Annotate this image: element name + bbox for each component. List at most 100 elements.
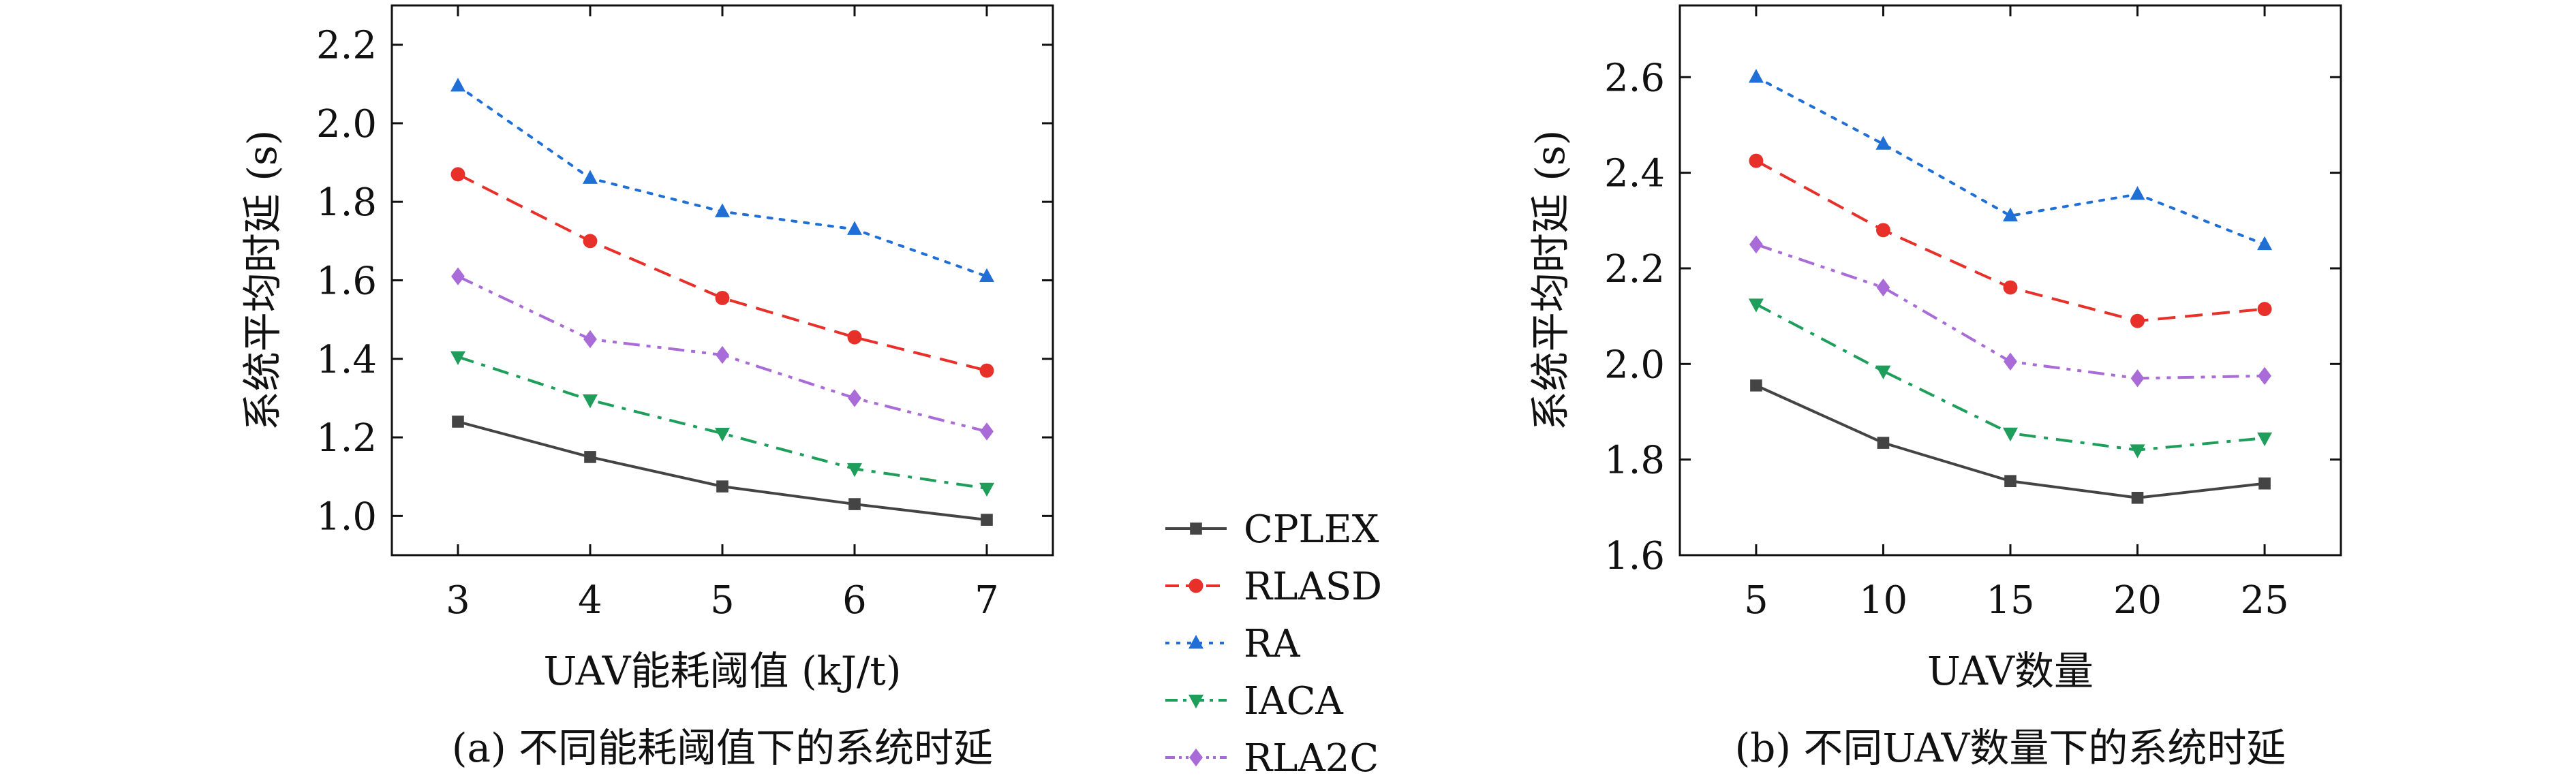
x-tick-label: 4 — [578, 578, 602, 623]
data-point-rla2c — [1876, 278, 1890, 297]
data-point-rla2c — [2258, 366, 2271, 386]
data-point-ra — [715, 203, 730, 217]
y-tick-label: 1.2 — [316, 416, 377, 460]
y-tick-label: 1.8 — [1604, 439, 1665, 483]
data-point-rlasd — [847, 330, 862, 345]
data-point-iaca — [450, 351, 465, 366]
y-tick-label: 2.2 — [1604, 247, 1665, 292]
legend-marker — [1190, 522, 1202, 535]
data-point-ra — [583, 170, 598, 184]
series-line-ra — [457, 84, 988, 278]
data-point-cplex — [2004, 475, 2017, 488]
legend: CPLEX RLASD RA IACA RLA2C — [1165, 507, 1382, 781]
y-tick-label: 2.0 — [316, 102, 377, 146]
data-point-ra — [1748, 69, 1764, 83]
data-point-cplex — [584, 451, 596, 463]
panel-caption: (a) 不同能耗阈值下的系统时延 — [452, 725, 993, 771]
data-point-rla2c — [848, 389, 861, 407]
legend-marker — [1189, 634, 1203, 649]
data-point-ra — [1875, 136, 1891, 150]
series-rla2c — [451, 267, 994, 441]
x-tick-label: 5 — [1744, 578, 1768, 623]
legend-item-iaca: IACA — [1165, 679, 1343, 723]
y-tick-label: 2.0 — [1604, 343, 1665, 387]
data-point-iaca — [583, 394, 598, 409]
series-rla2c — [1749, 235, 2271, 388]
legend-label: RLASD — [1244, 565, 1382, 609]
x-tick-label: 10 — [1859, 578, 1907, 623]
series-rlasd — [1749, 153, 2272, 328]
y-axis-label: 系统平均时延 (s) — [1527, 130, 1574, 431]
legend-label: RLA2C — [1244, 736, 1379, 781]
data-point-cplex — [848, 498, 861, 510]
data-point-ra — [2257, 236, 2273, 251]
data-point-ra — [979, 268, 994, 282]
series-line-rlasd — [1755, 159, 2265, 323]
panel-caption: (b) 不同UAV数量下的系统时延 — [1735, 725, 2286, 771]
y-tick-label: 1.4 — [316, 338, 377, 382]
data-point-rlasd — [979, 363, 994, 378]
data-point-iaca — [2003, 427, 2018, 442]
series-line-iaca — [457, 356, 987, 490]
data-point-iaca — [2130, 444, 2145, 458]
series-iaca — [450, 351, 994, 497]
data-point-rlasd — [2130, 313, 2145, 328]
legend-item-rla2c: RLA2C — [1165, 736, 1379, 781]
data-point-iaca — [1875, 365, 1891, 379]
series-iaca — [1748, 298, 2273, 458]
data-point-rla2c — [1749, 235, 1763, 254]
legend-item-rlasd: RLASD — [1165, 565, 1382, 609]
data-point-rlasd — [2257, 302, 2272, 317]
data-point-rla2c — [451, 267, 465, 285]
data-point-rlasd — [715, 290, 730, 305]
data-point-rlasd — [583, 234, 598, 249]
data-point-rlasd — [1876, 223, 1890, 238]
data-point-rla2c — [2130, 369, 2145, 388]
legend-label: RA — [1244, 622, 1300, 666]
series-cplex — [452, 416, 993, 526]
data-point-cplex — [1877, 437, 1890, 449]
data-point-iaca — [979, 482, 994, 497]
chart-panel-b: 1.6 1.8 2.0 2.2 2.4 2.6 5 10 15 20 25 UAV数量 系统平均时延 (… — [1527, 4, 2342, 771]
data-point-cplex — [452, 416, 464, 428]
legend-label: CPLEX — [1244, 507, 1379, 552]
data-point-rlasd — [1749, 153, 1764, 168]
x-tick-label: 15 — [1986, 578, 2034, 623]
legend-marker — [1189, 748, 1203, 767]
data-point-cplex — [1750, 379, 1762, 392]
x-axis-label: UAV能耗阈值 (kJ/t) — [544, 648, 902, 694]
data-point-iaca — [1748, 298, 1764, 313]
y-tick-label: 2.2 — [316, 24, 377, 68]
x-tick-label: 6 — [842, 578, 867, 623]
data-point-ra — [2130, 186, 2145, 200]
data-point-ra — [847, 221, 862, 235]
data-point-cplex — [716, 480, 729, 492]
y-tick-label: 1.6 — [316, 260, 377, 304]
data-point-rlasd — [2003, 280, 2018, 295]
series-ra — [450, 78, 994, 282]
series-cplex — [1750, 379, 2271, 504]
data-point-iaca — [715, 428, 730, 442]
data-point-rla2c — [2004, 352, 2017, 371]
y-axis-label: 系统平均时延 (s) — [239, 130, 286, 431]
data-point-ra — [2003, 207, 2018, 222]
x-tick-label: 5 — [710, 578, 735, 623]
data-point-iaca — [847, 463, 862, 478]
x-tick-label: 25 — [2240, 578, 2288, 623]
data-point-cplex — [2131, 491, 2144, 504]
y-tick-label: 1.6 — [1604, 534, 1665, 578]
y-tick-label: 2.6 — [1604, 56, 1665, 100]
x-tick-label: 3 — [446, 578, 470, 623]
legend-label: IACA — [1244, 679, 1343, 723]
legend-item-ra: RA — [1165, 622, 1300, 666]
y-tick-label: 1.8 — [316, 181, 377, 225]
y-tick-label: 1.0 — [316, 495, 377, 539]
x-axis-label: UAV数量 — [1927, 648, 2094, 694]
x-tick-label: 7 — [975, 578, 999, 623]
data-point-rla2c — [980, 422, 994, 441]
plot-frame — [390, 4, 1054, 557]
data-point-rlasd — [450, 167, 465, 182]
data-point-cplex — [981, 514, 993, 526]
legend-marker — [1189, 694, 1203, 709]
